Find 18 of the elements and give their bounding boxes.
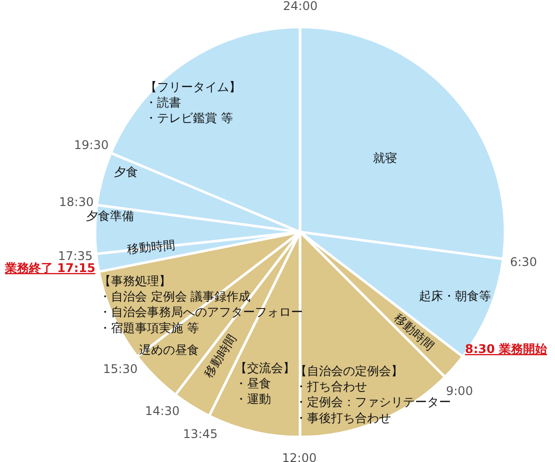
text: 9:00 bbox=[446, 384, 473, 398]
text: 14:30 bbox=[145, 404, 180, 418]
slice-label: 移動時間 bbox=[126, 238, 176, 256]
slice-label: 起床・朝食等 bbox=[419, 289, 491, 303]
text: 19:30 bbox=[74, 138, 109, 152]
slice-label: 移動時間 bbox=[391, 310, 437, 353]
text: 15:30 bbox=[103, 362, 138, 376]
slice-label: 【フリータイム】・読書・テレビ鑑賞 等 bbox=[145, 80, 241, 126]
text: 17:35 bbox=[58, 249, 93, 263]
slice-label: 夕食 bbox=[114, 165, 138, 179]
text: 18:30 bbox=[59, 195, 94, 209]
text: 13:45 bbox=[183, 427, 218, 441]
slice-label: 夕食準備 bbox=[86, 209, 134, 223]
text: 業務終了 17:15 bbox=[4, 261, 96, 275]
text: 24:00 bbox=[283, 0, 318, 13]
slice-label: 就寝 bbox=[373, 151, 397, 165]
text: 12:00 bbox=[282, 451, 317, 462]
text: 6:30 bbox=[510, 255, 537, 269]
